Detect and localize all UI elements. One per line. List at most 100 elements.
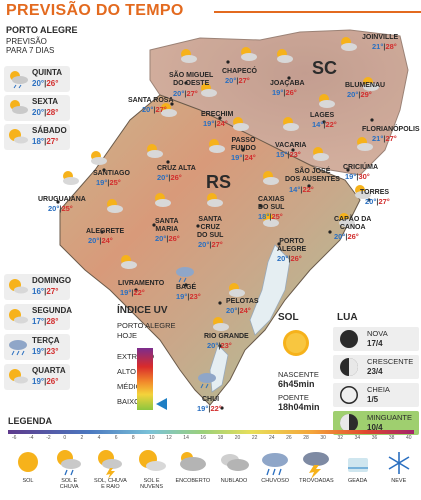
city-temps: 20°|26°: [157, 173, 182, 182]
scale-tick-label: 36: [371, 435, 378, 441]
city-temps: 20°|26°: [155, 234, 180, 243]
scale-tick-label: -4: [29, 435, 34, 441]
city-temps: 19°|25°: [96, 178, 121, 187]
legend-item: SOL, CHUVA E RAIO: [88, 444, 132, 500]
city-name: URUGUAIANA: [38, 196, 86, 203]
uv-title: ÍNDICE UV: [117, 305, 168, 316]
day-temps: 19°|23°: [32, 347, 59, 356]
moon-phase-name: CHEIA: [367, 385, 390, 394]
city-name: SÃO MIGUEL DO OESTE: [169, 72, 214, 87]
uv-level-alto: ALTO: [117, 367, 136, 376]
scale-tick-label: 26: [286, 435, 292, 441]
city-temps: 14°|22°: [312, 120, 337, 129]
city-name: BLUMENAU: [345, 82, 386, 89]
city-temps: 15°|23°: [276, 150, 301, 159]
scale-tick-label: 0: [63, 435, 67, 441]
moon-phase-row: CHEIA 1/5: [333, 383, 419, 407]
city-name: PORTO ALEGRE: [277, 238, 307, 253]
scale-tick-label: 34: [354, 435, 361, 441]
header-bar: PREVISÃO DO TEMPO: [0, 0, 421, 22]
legend-item: NUBLADO: [212, 444, 256, 500]
city-name: CAXIAS DO SUL: [258, 196, 285, 211]
legend-item-label: SOL E NUVENS: [140, 478, 164, 490]
city-temps: 20°|26°: [277, 254, 302, 263]
scale-tick-label: -2: [46, 435, 51, 441]
city-name: SANTA ROSA: [128, 97, 174, 104]
uv-subtitle-1: PORTO ALEGRE: [117, 321, 176, 330]
city-temps: 20°|27°: [365, 197, 390, 206]
sunset-time: 18h04min: [278, 402, 320, 412]
city-name: PASSO FUNDO: [231, 137, 256, 152]
city-temps: 21°|28°: [372, 42, 397, 51]
city-temps: 18°|25°: [258, 212, 283, 221]
legend-item-label: TROVOADAS: [299, 478, 334, 484]
day-name: SEXTA: [32, 97, 59, 106]
sunrise-label: NASCENTE: [278, 370, 319, 379]
scale-tick-label: 24: [268, 435, 275, 441]
scale-tick-label: 28: [303, 435, 309, 441]
scale-tick-label: 6: [114, 435, 118, 441]
cloudy-icon: [221, 454, 249, 471]
legend-item-label: SOL E CHUVA: [59, 478, 79, 490]
city-name: JOAÇABA: [270, 80, 305, 87]
forecast-city: PORTO ALEGRE: [6, 25, 78, 35]
day-name: TERÇA: [32, 336, 60, 345]
legend-item-label: GEADA: [347, 478, 368, 484]
full-moon-icon: [340, 386, 358, 404]
legend-item: CHUVOSO: [253, 444, 297, 500]
legend-item: SOL E CHUVA: [47, 444, 91, 500]
sun-title: SOL: [278, 312, 299, 323]
city-name: BAGÉ: [176, 284, 197, 291]
day-temps: 20°|28°: [32, 108, 59, 117]
legend-item-label: ENCOBERTO: [175, 478, 211, 484]
map-weather-icons: [63, 37, 379, 389]
city-temps: 20°|27°: [173, 89, 198, 98]
forecast-day-card: TERÇA 19°|23°: [4, 334, 70, 360]
sun-and-clouds-icon: [9, 279, 28, 294]
rs-region: [59, 94, 361, 406]
scale-tick-label: 18: [217, 435, 224, 441]
sunset-label: POENTE: [278, 393, 309, 402]
city-temps: 14°|22°: [289, 185, 314, 194]
lagoa-dos-patos: [249, 244, 291, 336]
forecast-day-card: SEXTA 20°|28°: [4, 95, 70, 121]
day-temps: 18°|27°: [32, 137, 59, 146]
day-name: QUINTA: [32, 68, 63, 77]
day-temps: 20°|26°: [32, 79, 59, 88]
city-name: SANTA CRUZ DO SUL: [197, 216, 224, 239]
city-name: CRICIÚMA: [343, 164, 378, 171]
forecast-day-card: DOMINGO 16°|27°: [4, 274, 71, 300]
uv-subtitle-2: HOJE: [117, 331, 138, 340]
scale-tick-label: 2: [80, 435, 84, 441]
city-temps: 20°|26°: [334, 232, 359, 241]
city-name: ERECHIM: [201, 111, 234, 118]
city-name: LAGES: [310, 112, 335, 119]
city-temps: 19°|24°: [231, 153, 256, 162]
page-title: PREVISÃO DO TEMPO: [6, 2, 184, 19]
city-temps: 20°|24°: [226, 306, 251, 315]
day-temps: 17°|28°: [32, 317, 59, 326]
legend-item: ENCOBERTO: [171, 444, 215, 500]
scale-tick-label: 22: [251, 435, 258, 441]
legend-item-label: NUBLADO: [220, 478, 248, 484]
sun-and-clouds-icon: [9, 309, 28, 324]
scale-tick-label: 8: [131, 435, 135, 441]
moon-phase-date: 23/4: [367, 367, 383, 376]
moon-phase-row: CRESCENTE 23/4: [333, 355, 419, 379]
scale-tick-label: 12: [166, 435, 172, 441]
uv-current-pointer: [156, 398, 167, 410]
legend-item-label: SOL: [22, 478, 34, 484]
moon-phase-date: 10/4: [367, 423, 383, 432]
sun-and-rain-icon: [57, 450, 82, 476]
day-name: SÁBADO: [32, 126, 67, 135]
sun-icon: [283, 330, 309, 356]
city-name: JOINVILLE: [362, 34, 399, 41]
city-temps: 20°|23°: [207, 341, 232, 350]
city-name: CHAPECÓ: [222, 68, 258, 75]
city-temps: 19°|26°: [272, 88, 297, 97]
moon-phase-date: 17/4: [367, 339, 383, 348]
legend-item: SOL E NUVENS: [130, 444, 174, 500]
uv-level-medio: MÉDIO: [117, 382, 142, 391]
legend-title: LEGENDA: [8, 416, 53, 426]
partly-cloudy-rain-icon: [10, 71, 28, 89]
